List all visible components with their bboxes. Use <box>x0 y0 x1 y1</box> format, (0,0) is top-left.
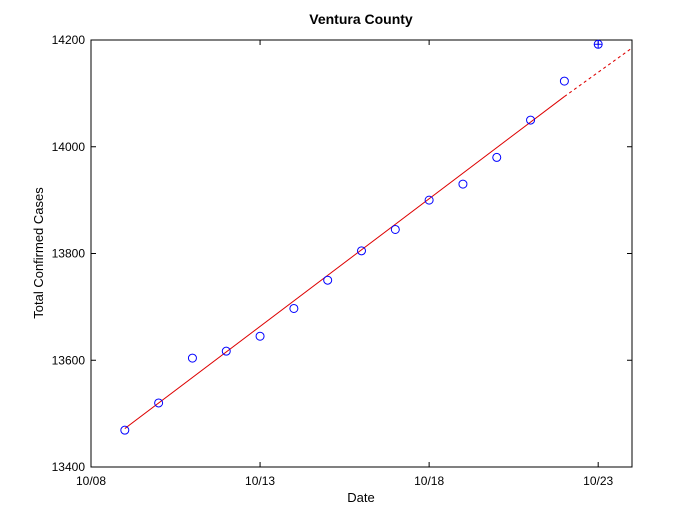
y-axis-label: Total Confirmed Cases <box>31 187 46 319</box>
data-point <box>357 246 366 256</box>
data-point <box>120 425 130 435</box>
data-point <box>323 275 333 285</box>
data-point <box>424 195 434 205</box>
data-point <box>255 331 265 341</box>
x-tick-label: 10/13 <box>245 474 275 488</box>
data-point <box>187 353 197 363</box>
chart-title: Ventura County <box>309 11 413 27</box>
data-point <box>154 398 164 408</box>
y-tick-label: 13800 <box>52 247 86 261</box>
plot-frame <box>90 39 633 468</box>
y-tick-label: 13400 <box>52 460 86 474</box>
y-tick-label: 14200 <box>52 33 86 47</box>
fit-line-solid <box>124 96 565 429</box>
x-axis-label: Date <box>347 490 374 505</box>
plot-area: 10/08 10/13 10/18 10/23 13400 13600 13800 14000… <box>52 33 633 488</box>
data-point <box>390 224 400 234</box>
data-point <box>492 152 502 162</box>
data-point <box>458 179 468 189</box>
data-point <box>559 76 569 86</box>
x-tick-label: 10/18 <box>414 474 444 488</box>
data-point <box>526 115 536 125</box>
fit-line-dashed <box>564 47 633 97</box>
y-tick-label: 13600 <box>52 353 86 367</box>
x-tick-label: 10/23 <box>583 474 613 488</box>
data-point <box>289 303 299 313</box>
x-tick-label: 10/08 <box>76 474 106 488</box>
data-point <box>221 346 231 356</box>
y-tick-label: 14000 <box>52 140 86 154</box>
